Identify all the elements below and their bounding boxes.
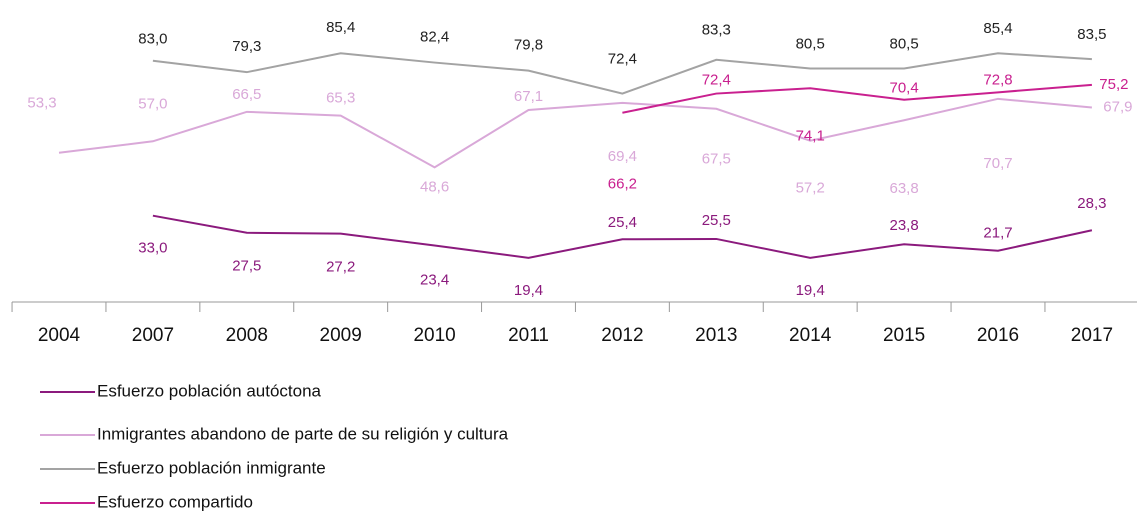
data-label: 33,0 <box>138 240 167 257</box>
data-label: 19,4 <box>514 282 543 299</box>
data-label: 25,4 <box>608 214 637 231</box>
series-line <box>622 83 1092 114</box>
data-label: 72,4 <box>608 51 637 68</box>
data-label: 80,5 <box>889 35 918 52</box>
data-label: 53,3 <box>27 95 56 112</box>
data-label: 63,8 <box>889 180 918 197</box>
data-label: 21,7 <box>983 225 1012 242</box>
x-tick-label: 2015 <box>883 325 925 346</box>
data-label: 28,3 <box>1077 195 1106 212</box>
data-label: 27,2 <box>326 259 355 276</box>
x-tick-label: 2012 <box>601 325 643 346</box>
data-label: 70,4 <box>889 80 918 97</box>
data-label: 67,5 <box>702 151 731 168</box>
data-label: 83,0 <box>138 31 167 48</box>
x-tick-label: 2013 <box>695 325 737 346</box>
data-label: 72,8 <box>983 71 1012 88</box>
data-label: 85,4 <box>983 20 1012 37</box>
data-label: 65,3 <box>326 90 355 107</box>
data-label: 25,5 <box>702 212 731 229</box>
series-line <box>152 214 1093 259</box>
x-tick-label: 2017 <box>1071 325 1113 346</box>
x-tick-label: 2009 <box>320 325 362 346</box>
x-tick-label: 2016 <box>977 325 1019 346</box>
data-label: 80,5 <box>796 35 825 52</box>
data-label: 66,2 <box>608 176 637 193</box>
data-label: 85,4 <box>326 19 355 36</box>
data-label: 82,4 <box>420 29 449 46</box>
data-label: 23,4 <box>420 271 449 288</box>
data-label: 79,8 <box>514 37 543 54</box>
legend-label: Esfuerzo población autóctona <box>97 381 322 400</box>
x-tick-label: 2004 <box>38 325 81 346</box>
data-label: 75,2 <box>1099 76 1128 93</box>
data-label: 79,3 <box>232 38 261 55</box>
data-label: 27,5 <box>232 258 261 275</box>
data-label: 23,8 <box>889 217 918 234</box>
data-label: 83,3 <box>702 22 731 39</box>
x-tick-label: 2010 <box>413 325 455 346</box>
data-label: 48,6 <box>420 178 449 195</box>
x-tick-label: 2011 <box>508 325 549 346</box>
x-tick-label: 2008 <box>226 325 268 346</box>
data-label: 57,0 <box>138 95 167 112</box>
x-tick-label: 2007 <box>132 325 174 346</box>
data-label: 83,5 <box>1077 26 1106 43</box>
data-label: 69,4 <box>608 148 637 165</box>
data-label: 67,9 <box>1103 98 1132 115</box>
series-line <box>58 97 1092 169</box>
legend-label: Esfuerzo compartido <box>97 492 253 511</box>
data-label: 70,7 <box>983 155 1012 172</box>
data-label: 74,1 <box>796 127 825 144</box>
x-tick-label: 2014 <box>789 325 832 346</box>
legend-label: Inmigrantes abandono de parte de su reli… <box>97 424 509 443</box>
data-label: 67,1 <box>514 88 543 105</box>
data-label: 19,4 <box>796 282 825 299</box>
data-label: 57,2 <box>796 180 825 197</box>
data-label: 72,4 <box>702 72 731 89</box>
legend-label: Esfuerzo población inmigrante <box>97 458 326 477</box>
series-line <box>152 52 1092 95</box>
data-label: 66,5 <box>232 86 261 103</box>
